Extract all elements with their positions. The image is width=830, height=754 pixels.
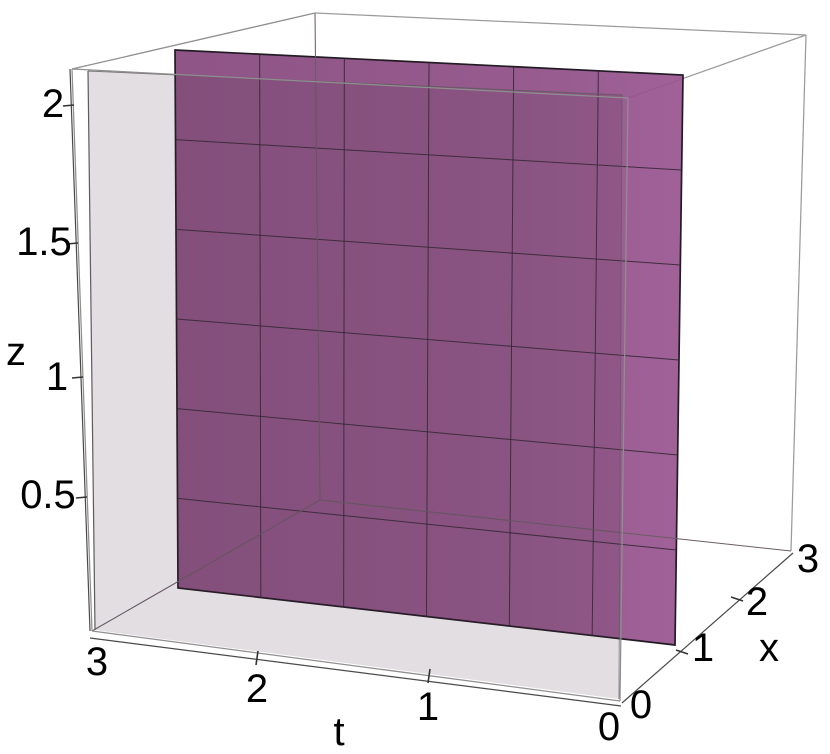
- x-axis-tick-label: 3: [797, 537, 819, 581]
- purple-plane-mesh-line-z: [177, 497, 677, 551]
- z-axis-tick: [71, 376, 84, 379]
- box-edge-front-right: [619, 97, 629, 702]
- z-axis-tick: [62, 104, 75, 107]
- t-axis-tick-label: 3: [86, 640, 108, 684]
- z-axis-tick-label: 1.5: [16, 220, 72, 264]
- x-axis-line: [621, 552, 794, 704]
- box-edge-back-top: [314, 12, 807, 36]
- t-axis-tick-label: 2: [246, 667, 268, 711]
- z-axis-tick-label: 0.5: [20, 473, 76, 517]
- z-axis-tick: [66, 242, 79, 245]
- box-edge-bottom-back: [319, 499, 792, 552]
- x-axis-tick-label: 1: [692, 626, 714, 670]
- box-edge-front-bottom: [91, 630, 621, 702]
- t-axis-tick: [427, 668, 431, 684]
- box-edge-back-right: [790, 34, 807, 552]
- z-axis-tick-label: 1: [46, 355, 68, 399]
- t-axis-line: [89, 637, 622, 707]
- x-axis-label: x: [759, 626, 779, 670]
- gray-plane-left-edge: [87, 70, 96, 631]
- x-axis-tick: [675, 649, 689, 655]
- purple-plane-mesh-line-z: [175, 228, 681, 266]
- box-edge-front-left: [71, 68, 93, 632]
- x-axis-tick-label: 2: [746, 580, 768, 624]
- x-axis-tick: [730, 596, 744, 602]
- z-axis-tick-label: 2: [42, 82, 64, 126]
- t-axis-tick: [255, 650, 259, 666]
- z-axis-label: z: [6, 330, 26, 374]
- z-axis-line: [69, 68, 91, 632]
- purple-plane-mesh-line-z: [176, 408, 678, 456]
- box-edge-back-left: [314, 12, 321, 501]
- purple-plane-mesh-line-z: [175, 139, 682, 171]
- t-axis-tick-label: 1: [417, 685, 439, 729]
- z-axis-tick: [75, 496, 88, 499]
- box-edge-top-left: [71, 12, 316, 70]
- box-edge-front-top: [71, 68, 629, 99]
- x-axis-tick-label: 0: [630, 683, 652, 727]
- t-axis-tick-label: 0: [598, 705, 620, 749]
- t-axis-label: t: [333, 710, 344, 754]
- purple-plane-mesh-line-z: [176, 318, 680, 361]
- gray-plane-right-edge: [618, 94, 623, 700]
- box-edge-bottom-left: [91, 499, 321, 632]
- surface-plane-near-x-0: [88, 71, 622, 699]
